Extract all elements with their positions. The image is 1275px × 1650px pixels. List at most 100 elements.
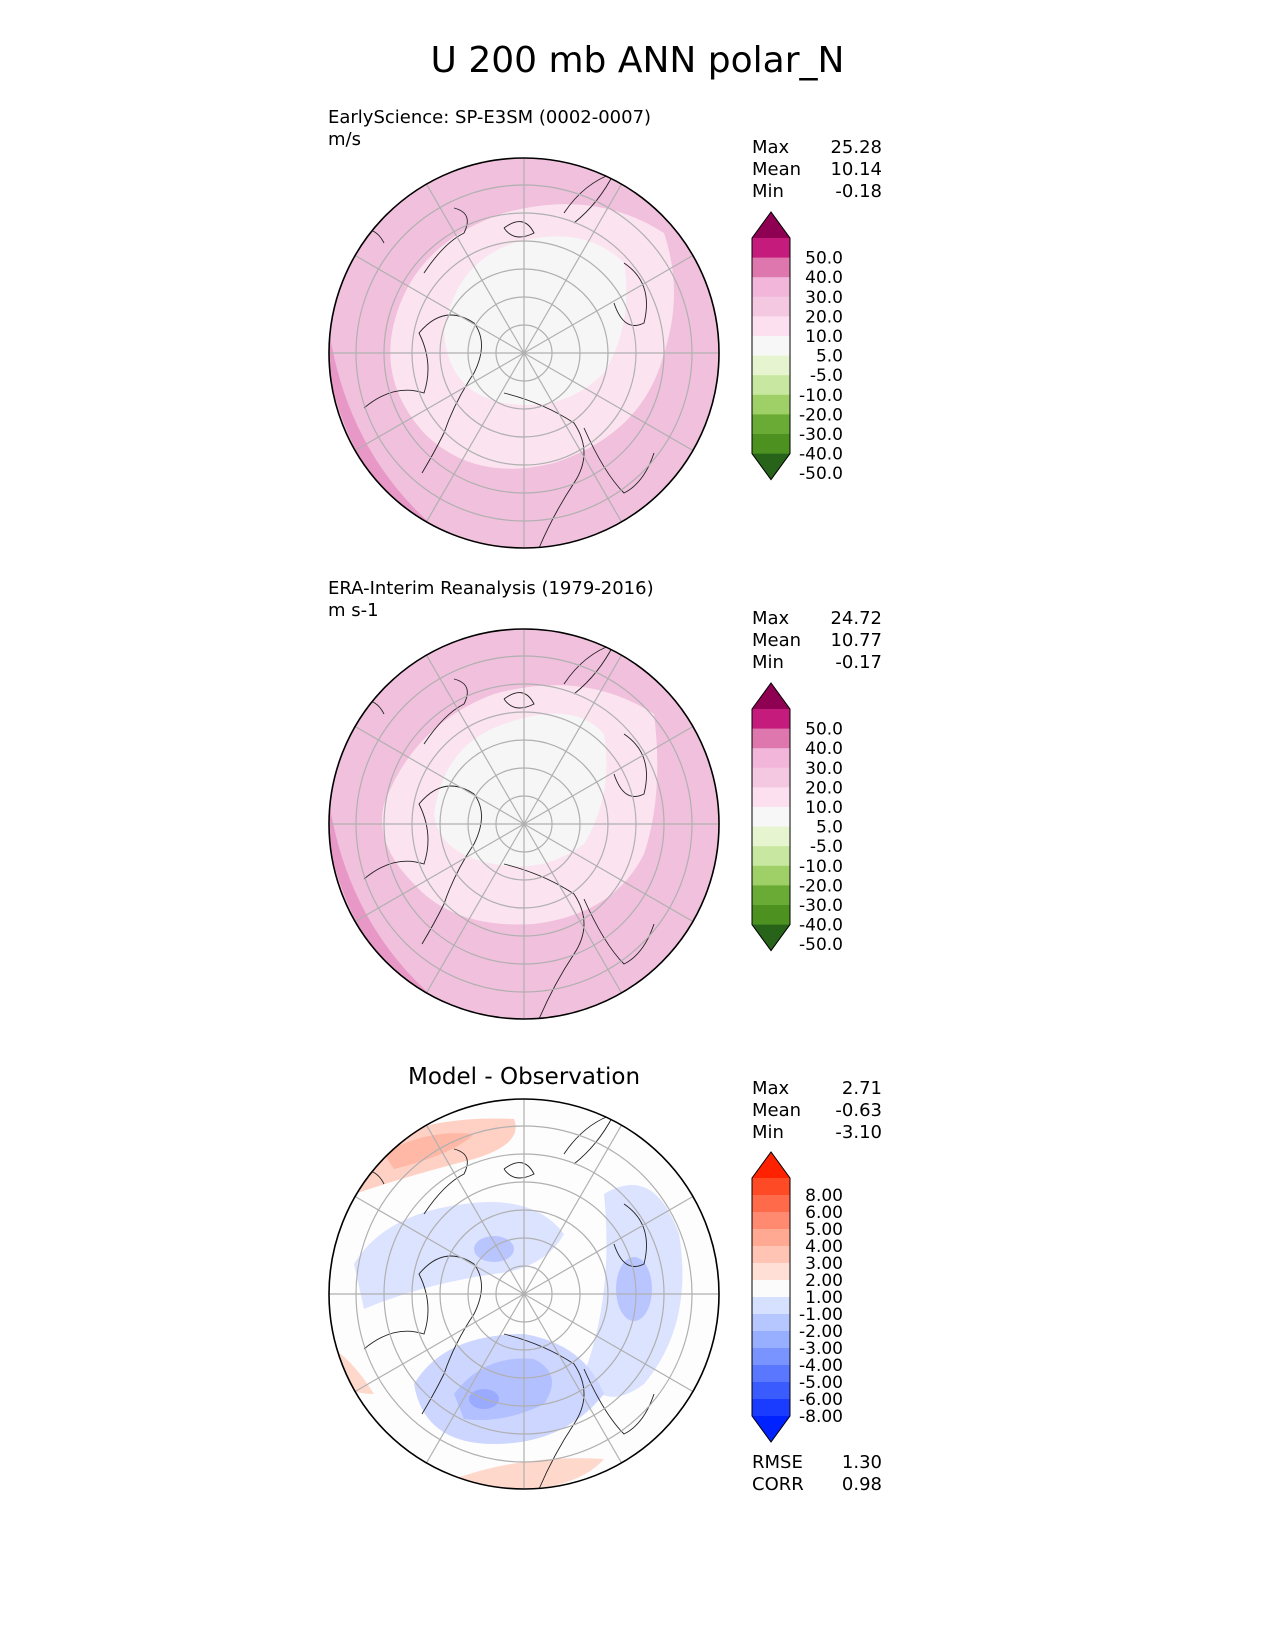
colorbar-tick-label: -1.00 — [799, 1305, 843, 1325]
meridian-line — [499, 338, 549, 368]
colorbar-segment — [752, 1297, 790, 1315]
meridian-line — [425, 1317, 511, 1464]
colorbar-tick-label: 4.00 — [805, 1237, 843, 1257]
colorbar-tick-label: 10.0 — [805, 798, 843, 818]
colorbar-tick-label: -5.0 — [810, 837, 843, 857]
colorbar-tick-label: 5.00 — [805, 1220, 843, 1240]
colorbar-tick-label: -20.0 — [799, 876, 843, 896]
meridian-line — [354, 1307, 501, 1393]
stat-name: Mean — [752, 630, 802, 651]
colorbar-segment — [752, 1229, 790, 1247]
colorbar-segment — [752, 1348, 790, 1366]
colorbar-segment — [752, 807, 790, 828]
colorbar-segment — [752, 277, 790, 298]
coastline — [363, 1255, 482, 1415]
colorbar-tick-label: 3.00 — [805, 1254, 843, 1274]
colorbar-tick-label: 30.0 — [805, 288, 843, 308]
colorbar-tick-label: -30.0 — [799, 425, 843, 445]
coastline — [423, 207, 468, 274]
coastline — [503, 392, 585, 548]
meridian-line — [547, 254, 694, 340]
colorbar-outline — [751, 1151, 791, 1443]
stat-value: -0.18 — [835, 181, 882, 202]
stat-name: Max — [752, 608, 790, 629]
stat-value: 24.72 — [830, 608, 882, 629]
colorbar-segment — [752, 238, 790, 259]
meridian-line — [537, 847, 623, 994]
meridian-line — [537, 654, 623, 801]
coastline — [423, 1148, 468, 1215]
coastline — [363, 785, 482, 945]
meridian-line — [537, 1124, 623, 1271]
stat-name: Max — [752, 137, 790, 158]
meridian-line — [425, 376, 511, 523]
colorbar-extend-max — [752, 1152, 790, 1178]
colorbar-outline — [751, 682, 791, 952]
colorbar-segment — [752, 1195, 790, 1213]
coastline — [613, 262, 647, 326]
panel-2-label: ERA-Interim Reanalysis (1979-2016) m s-1 — [328, 578, 654, 622]
contour-band-minus5-5 — [444, 236, 627, 405]
panel-1-dataset: EarlyScience: SP-E3SM (0002-0007) — [328, 107, 652, 128]
colorbar-tick-label: 1.00 — [805, 1288, 843, 1308]
colorbar-tick-label: -4.00 — [799, 1356, 843, 1376]
colorbar-tick-label: -3.00 — [799, 1339, 843, 1359]
colorbar-segment — [752, 709, 790, 730]
colorbar-segment — [752, 728, 790, 749]
colorbar-tick-label: 2.00 — [805, 1271, 843, 1291]
colorbar-segment — [752, 1365, 790, 1383]
colorbar-tick-label: -40.0 — [799, 916, 843, 936]
coastline — [363, 314, 482, 474]
colorbar-tick-label: -20.0 — [799, 405, 843, 425]
colorbar-tick-label: 5.0 — [816, 818, 843, 838]
coastline — [613, 1203, 647, 1267]
map-boundary — [328, 1098, 720, 1490]
colorbar-tick-label: -8.00 — [799, 1407, 843, 1427]
colorbar-tick-label: -10.0 — [799, 857, 843, 877]
colorbar-segment — [752, 1314, 790, 1332]
polar-map-observation — [328, 628, 720, 1020]
colorbar-extend-min — [752, 924, 790, 951]
colorbar-tick-label: -6.00 — [799, 1390, 843, 1410]
colorbar-tick-label: -10.0 — [799, 386, 843, 406]
colorbar-difference: 8.006.005.004.003.002.001.00-1.00-2.00-3… — [751, 1151, 843, 1443]
meridian-line — [354, 366, 501, 452]
contour-band-minus1-minus2 — [354, 1202, 564, 1309]
colorbar-segment — [752, 1246, 790, 1264]
meridian-line — [547, 837, 694, 923]
colorbar-extend-max — [752, 212, 790, 238]
contour-band-minus2-minus3 — [616, 1257, 652, 1321]
stat-value: 2.71 — [841, 1078, 882, 1099]
colorbar-segment — [752, 1178, 790, 1196]
stat-value: 1.30 — [841, 1452, 882, 1473]
colorbar-tick-label: -5.00 — [799, 1373, 843, 1393]
contour-band-1-2 — [454, 1458, 604, 1489]
colorbar-outline — [751, 211, 791, 481]
colorbar-tick-label: 6.00 — [805, 1203, 843, 1223]
colorbar-tick-label: 8.00 — [805, 1186, 843, 1206]
colorbar-segment — [752, 394, 790, 415]
panel-2-units: m s-1 — [328, 600, 379, 621]
meridian-line — [537, 183, 623, 330]
stat-value: 10.14 — [830, 159, 882, 180]
colorbar-segment — [752, 865, 790, 886]
colorbar-tick-label: 5.0 — [816, 347, 843, 367]
stat-name: Mean — [752, 1100, 802, 1121]
colorbar-segment — [752, 355, 790, 376]
colorbar-segment — [752, 336, 790, 357]
colorbar-segment — [752, 787, 790, 808]
map-fill-layer — [329, 1099, 719, 1489]
colorbar-extend-min — [752, 453, 790, 480]
stat-name: RMSE — [752, 1452, 803, 1473]
map-boundary — [328, 157, 720, 549]
colorbar-segment — [752, 1399, 790, 1417]
coastline — [583, 898, 655, 965]
stat-value: -3.10 — [835, 1122, 882, 1143]
colorbar-tick-label: -30.0 — [799, 896, 843, 916]
colorbar-segment — [752, 826, 790, 847]
colorbar-segment — [752, 905, 790, 926]
coastline — [503, 1162, 535, 1179]
coastline — [583, 427, 655, 494]
colorbar-tick-label: 40.0 — [805, 739, 843, 759]
panel-2-dataset: ERA-Interim Reanalysis (1979-2016) — [328, 578, 654, 599]
